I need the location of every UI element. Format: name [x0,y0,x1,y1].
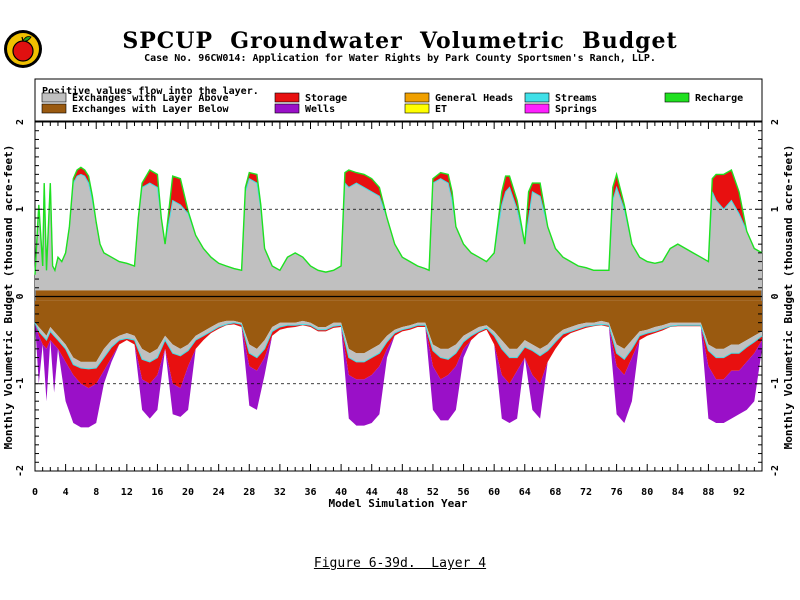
y-tick-label-left: 0 [15,293,26,299]
series-recharge-line [34,166,763,275]
x-tick-label: 4 [63,487,69,498]
x-tick-label: 36 [304,487,316,498]
apple-logo-icon [4,30,42,68]
y-tick-label-right: 2 [770,119,781,125]
legend-swatch-general-heads [404,92,430,103]
y-axis-title-right: Monthly Volumetric Budget (thousand acre… [782,145,795,450]
series-exchange-below-negative [35,300,762,362]
x-tick-label: 84 [672,487,684,498]
x-tick-label: 64 [519,487,531,498]
grid-layer [35,208,762,385]
x-tick-label: 76 [611,487,623,498]
y-tick-label-left: 1 [15,206,26,212]
legend-note: Positive values flow into the layer. [42,85,259,97]
legend-label-wells: Wells [305,104,335,115]
x-tick-label: 80 [641,487,653,498]
x-tick-label: 72 [580,487,592,498]
legend-label-springs: Springs [555,103,597,115]
figure-caption: Figure 6-39d. Layer 4 [0,556,800,571]
ticks-layer: 0 4 8 12 16 20 24 28 32 36 40 44 48 52 56 60 64 68 72 76 80 8… [15,119,781,498]
x-tick-label: 12 [121,487,133,498]
x-tick-label: 16 [151,487,163,498]
legend-swatch-exchanges-with-layer-below [41,103,67,114]
x-tick-label: 56 [458,487,470,498]
legend-swatch-streams [524,92,550,103]
x-tick-label: 32 [274,487,286,498]
y-tick-label-left: -1 [15,378,26,390]
x-tick-label: 52 [427,487,439,498]
legend-label-recharge: Recharge [695,93,743,104]
legend-box [34,78,763,122]
series-storage-negative [35,322,762,389]
plot-area: 0 4 8 12 16 20 24 28 32 36 40 44 48 52 56 60 64 68 72 76 80 8… [15,119,781,498]
legend: Positive values flow into the layer. Exc… [34,78,763,122]
x-tick-label: 48 [396,487,408,498]
legend-swatch-springs [524,103,550,114]
y-tick-label-right: 0 [770,293,781,299]
legend-swatch-wells [274,103,300,114]
figure-caption-text: Figure 6-39d. Layer 4 [313,556,487,571]
y-tick-label-left: 2 [15,119,26,125]
chart-title: SPCUP Groundwater Volumetric Budget [122,28,678,54]
legend-label-exchanges-with-layer-above: Exchanges with Layer Above [72,92,229,104]
series-wells-negative [35,322,762,428]
legend-label-general-heads: General Heads [435,93,513,104]
x-tick-label: 44 [366,487,378,498]
x-axis-title: Model Simulation Year [328,497,467,510]
x-tick-label: 20 [182,487,194,498]
x-tick-label: 92 [733,487,745,498]
y-tick-label-right: -1 [770,378,781,390]
legend-label-et: ET [435,104,447,115]
x-tick-label: 0 [32,487,38,498]
x-tick-label: 88 [702,487,714,498]
series-exchange-below-positive [36,290,761,301]
x-tick-label: 8 [93,487,99,498]
x-tick-label: 68 [549,487,561,498]
x-tick-label: 40 [335,487,347,498]
series-exchange-above-positive [35,174,762,291]
y-tick-label-right: -2 [770,465,781,477]
x-tick-label: 28 [243,487,255,498]
y-axis-title-left: Monthly Volumetric Budget (thousand acre… [2,145,15,450]
chart-subtitle: Case No. 96CW014: Application for Water … [144,53,656,64]
legend-label-exchanges-with-layer-below: Exchanges with Layer Below [72,103,230,115]
y-tick-label-left: -2 [15,465,26,477]
logo-leaf [22,36,32,42]
series-exchange-above-negative [35,320,762,369]
legend-swatch-et [404,103,430,114]
legend-label-storage: Storage [305,93,347,104]
x-tick-label: 24 [213,487,225,498]
y-tick-label-right: 1 [770,206,781,212]
series-streams-negative [34,322,763,370]
legend-label-streams: Streams [555,93,597,104]
legend-swatch-storage [274,92,300,103]
x-tick-label: 60 [488,487,500,498]
legend-swatch-recharge [664,92,690,103]
series-layer [34,166,763,428]
legend-swatch-exchanges-with-layer-above [41,92,67,103]
